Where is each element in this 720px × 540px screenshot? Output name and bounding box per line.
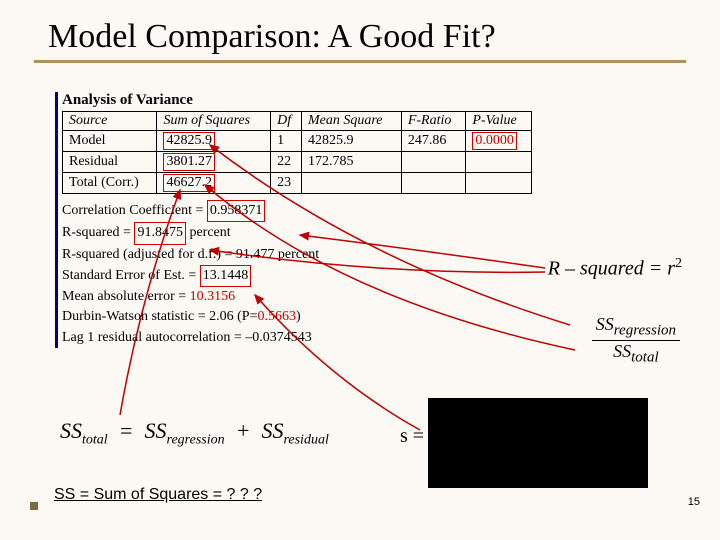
rsq-rhs: r: [667, 258, 675, 280]
anova-cell: 23: [271, 173, 302, 194]
ss-a: SS: [60, 418, 82, 443]
rsq-lhs: R – squared: [548, 258, 644, 280]
s-equals-label: s =: [400, 425, 424, 448]
frac-top-ss: SS: [596, 314, 614, 334]
anova-cell: 247.86: [401, 131, 466, 152]
anova-col-header: Sum of Squares: [157, 112, 271, 131]
formula-ss-total: SStotal = SSregression + SSresidual: [60, 418, 329, 448]
stats-line: Mean absolute error = 10.3156: [62, 287, 532, 307]
ss-b-sub: regression: [167, 432, 225, 447]
formula-ss-fraction: SSregression SStotal: [592, 314, 680, 366]
anova-cell: 1: [271, 131, 302, 152]
anova-cell: [301, 173, 401, 194]
frac-bot-sub: total: [631, 349, 659, 365]
stats-line: Lag 1 residual autocorrelation = –0.0374…: [62, 328, 532, 348]
slide-title: Model Comparison: A Good Fit?: [0, 0, 720, 60]
anova-col-header: Source: [63, 112, 157, 131]
stats-line: Correlation Coefficient = 0.958371: [62, 200, 532, 222]
anova-col-header: Mean Square: [301, 112, 401, 131]
anova-cell: 172.785: [301, 152, 401, 173]
ss-eq: =: [119, 418, 134, 443]
anova-cell: 3801.27: [157, 152, 271, 173]
anova-cell: 42825.9: [157, 131, 271, 152]
frac-top-sub: regression: [614, 323, 676, 339]
stats-line: Standard Error of Est. = 13.1448: [62, 265, 532, 287]
ss-footnote: SS = Sum of Squares = ? ? ?: [54, 486, 262, 504]
anova-col-header: P-Value: [466, 112, 532, 131]
anova-heading: Analysis of Variance: [62, 92, 532, 109]
ss-c-sub: residual: [283, 432, 328, 447]
anova-cell: Model: [63, 131, 157, 152]
anova-cell: [466, 152, 532, 173]
fraction-top: SSregression: [592, 314, 680, 341]
anova-cell: [401, 152, 466, 173]
stats-line: R-squared (adjusted for d.f.) = 91.477 p…: [62, 245, 532, 265]
anova-cell: [466, 173, 532, 194]
rsq-eq: =: [649, 258, 663, 280]
anova-cell: [401, 173, 466, 194]
ss-plus: +: [236, 418, 251, 443]
anova-cell: Total (Corr.): [63, 173, 157, 194]
title-underline: [34, 60, 686, 63]
anova-cell: Residual: [63, 152, 157, 173]
frac-bot-ss: SS: [613, 341, 631, 361]
formula-r-squared: R – squared = r2: [548, 256, 682, 281]
slide-number: 15: [688, 496, 700, 508]
ss-b: SS: [145, 418, 167, 443]
ss-c: SS: [261, 418, 283, 443]
anova-col-header: F-Ratio: [401, 112, 466, 131]
anova-col-header: Df: [271, 112, 302, 131]
anova-block: Analysis of Variance SourceSum of Square…: [55, 92, 532, 348]
stats-line: Durbin-Watson statistic = 2.06 (P=0.5663…: [62, 307, 532, 327]
anova-table: SourceSum of SquaresDfMean SquareF-Ratio…: [62, 111, 532, 194]
rsq-sup: 2: [675, 256, 682, 271]
anova-cell: 22: [271, 152, 302, 173]
anova-cell: 46627.2: [157, 173, 271, 194]
anova-cell: 42825.9: [301, 131, 401, 152]
ss-a-sub: total: [82, 432, 108, 447]
anova-cell: 0.0000: [466, 131, 532, 152]
redacted-box: [428, 398, 648, 488]
stats-lines: Correlation Coefficient = 0.958371R-squa…: [62, 200, 532, 348]
stats-line: R-squared = 91.8475 percent: [62, 222, 532, 244]
footer-bullet-icon: [30, 502, 38, 510]
fraction-bottom: SStotal: [592, 341, 680, 367]
